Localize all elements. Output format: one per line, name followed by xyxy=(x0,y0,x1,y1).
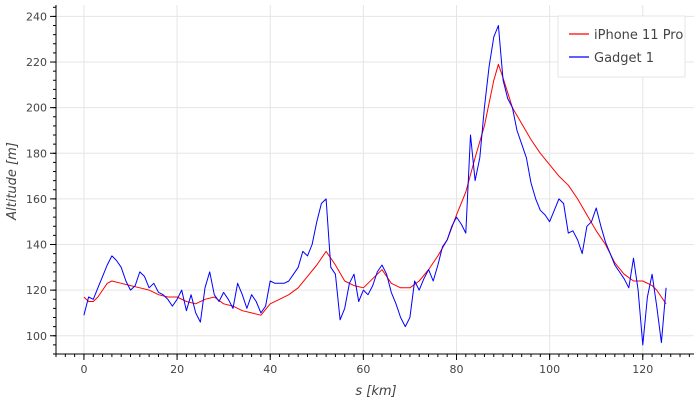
x-tick-label: 20 xyxy=(170,363,184,376)
y-tick-label: 180 xyxy=(26,147,47,160)
x-tick-label: 100 xyxy=(539,363,560,376)
y-tick-label: 100 xyxy=(26,330,47,343)
legend: iPhone 11 Pro Gadget 1 xyxy=(557,15,686,78)
y-tick-label: 200 xyxy=(26,102,47,115)
series-line-2 xyxy=(83,25,667,346)
x-axis-label: s [km] xyxy=(355,384,396,399)
legend-entry-label: iPhone 11 Pro xyxy=(594,28,683,43)
y-axis-label: Altitude [m] xyxy=(5,142,20,221)
legend-box xyxy=(557,15,686,78)
y-tick-label: 160 xyxy=(26,193,47,206)
x-tick-label: 120 xyxy=(632,363,653,376)
x-tick-label: 60 xyxy=(356,363,370,376)
y-tick-label: 140 xyxy=(26,239,47,252)
x-tick-label: 40 xyxy=(263,363,277,376)
x-tick-label: 80 xyxy=(449,363,463,376)
x-tick-label: 0 xyxy=(80,363,87,376)
y-tick-label: 240 xyxy=(26,10,47,23)
legend-entry-label: Gadget 1 xyxy=(594,51,654,66)
y-tick-label: 220 xyxy=(26,56,47,69)
series-line-1 xyxy=(83,63,667,316)
axes: 0 20 40 60 80 100 120 100 120 140 160 180 200 220 240 xyxy=(26,5,694,376)
series-lines xyxy=(83,25,667,346)
y-tick-label: 120 xyxy=(26,284,47,297)
